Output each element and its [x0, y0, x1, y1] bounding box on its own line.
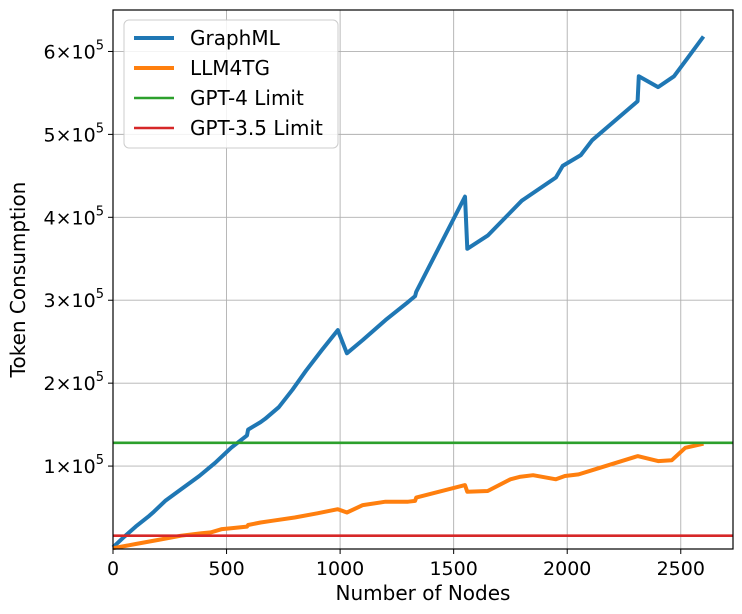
y-tick-label: 5×105	[44, 121, 104, 146]
y-axis-ticks: 1×105 2×105 3×105 4×105 5×105 6×105	[44, 38, 113, 478]
series-line-graphml	[111, 35, 706, 549]
y-tick-label: 4×105	[44, 204, 104, 229]
legend-label-graphml: GraphML	[190, 26, 281, 50]
x-tick-label: 1000	[316, 558, 364, 580]
series-group	[111, 35, 733, 551]
y-axis-label: Token Consumption	[6, 182, 30, 379]
x-tick-label: 0	[107, 558, 119, 580]
x-tick-label: 500	[208, 558, 244, 580]
x-tick-label: 2000	[543, 558, 591, 580]
y-tick-label: 3×105	[44, 287, 104, 312]
legend-box	[123, 19, 339, 149]
legend: GraphML LLM4TG GPT-4 Limit GPT-3.5 Limit	[123, 19, 339, 149]
legend-label-gpt-3-5-limit: GPT-3.5 Limit	[190, 116, 323, 140]
y-tick-label: 1×105	[44, 453, 104, 478]
plot-frame	[112, 9, 734, 550]
legend-label-llm4tg: LLM4TG	[190, 56, 270, 80]
series-line-llm4tg	[112, 441, 704, 551]
x-axis-ticks: 0 500 1000 1500 2000 2500	[107, 549, 705, 580]
x-tick-label: 2500	[657, 558, 705, 580]
y-tick-label: 6×105	[44, 38, 104, 63]
x-tick-label: 1500	[429, 558, 477, 580]
x-axis-label: Number of Nodes	[336, 581, 511, 605]
y-tick-label: 2×105	[44, 370, 104, 395]
legend-label-gpt-4-limit: GPT-4 Limit	[190, 86, 304, 110]
